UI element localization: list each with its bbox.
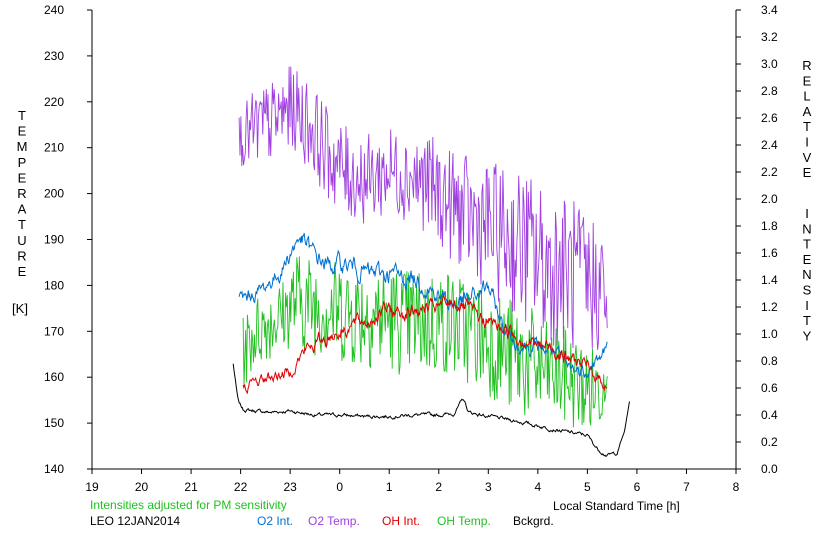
right-axis-letter: S [803, 283, 812, 298]
x-tick-label: 22 [234, 480, 248, 494]
legend-item: O2 Temp. [308, 514, 360, 528]
left-tick-label: 220 [44, 95, 64, 109]
right-tick-label: 2.0 [761, 192, 778, 206]
left-axis-letter: R [17, 248, 26, 263]
right-axis-letter: E [803, 73, 812, 88]
left-axis-unit: [K] [12, 301, 28, 316]
right-tick-label: 2.2 [761, 165, 778, 179]
x-axis-label: Local Standard Time [h] [553, 499, 680, 513]
left-tick-label: 200 [44, 187, 64, 201]
sensitivity-note: Intensities adjusted for PM sensitivity [90, 498, 287, 512]
right-axis-letter: R [802, 58, 811, 73]
right-axis-letter: T [803, 119, 811, 134]
right-axis-letter: V [803, 150, 812, 165]
right-tick-label: 3.0 [761, 57, 778, 71]
right-tick-label: 2.8 [761, 84, 778, 98]
left-axis-ticks: 140 150 160 170 180 190 200 210 220 230 240 [44, 3, 92, 476]
right-tick-label: 0.4 [761, 408, 778, 422]
left-axis-letter: T [18, 217, 26, 232]
series-bckgrd [232, 363, 630, 458]
right-tick-label: 2.6 [761, 111, 778, 125]
x-tick-label: 0 [336, 480, 343, 494]
right-tick-label: 1.0 [761, 327, 778, 341]
series-o2-temp [238, 66, 608, 350]
left-tick-label: 180 [44, 278, 64, 292]
right-tick-label: 0.2 [761, 435, 778, 449]
right-tick-label: 1.8 [761, 219, 778, 233]
x-tick-label: 3 [485, 480, 492, 494]
x-tick-label: 5 [584, 480, 591, 494]
x-tick-label: 6 [634, 480, 641, 494]
left-tick-label: 230 [44, 49, 64, 63]
right-axis-letter: A [803, 104, 812, 119]
left-tick-label: 140 [44, 462, 64, 476]
legend-item: O2 Int. [257, 514, 294, 528]
right-tick-label: 3.2 [761, 30, 778, 44]
x-tick-label: 4 [535, 480, 542, 494]
left-axis-letter: T [18, 108, 26, 123]
right-axis-letter: E [803, 165, 812, 180]
left-tick-label: 190 [44, 233, 64, 247]
x-tick-label: 1 [386, 480, 393, 494]
series-layer [232, 66, 630, 458]
right-axis-ticks: 0.0 0.2 0.4 0.6 0.8 1.0 1.2 1.4 1.6 1.8 2.0 2.2 2.4 2… [736, 3, 778, 476]
x-tick-label: 2 [435, 480, 442, 494]
x-tick-label: 8 [733, 480, 740, 494]
station-date-label: LEO 12JAN2014 [90, 514, 181, 528]
legend-item: Bckgrd. [513, 514, 554, 528]
left-tick-label: 170 [44, 324, 64, 338]
x-tick-label: 7 [683, 480, 690, 494]
legend-item: OH Int. [382, 514, 421, 528]
left-axis-letter: R [17, 186, 26, 201]
left-axis-letter: A [18, 202, 27, 217]
left-axis-letter: U [17, 233, 26, 248]
left-axis-letter: E [18, 264, 27, 279]
series-o2-int [238, 232, 608, 379]
right-tick-label: 2.4 [761, 138, 778, 152]
series-oh-temp [242, 256, 608, 428]
right-axis-letter: L [803, 89, 810, 104]
right-axis-letter: I [805, 206, 809, 221]
legend-item: OH Temp. [437, 514, 491, 528]
x-tick-label: 20 [135, 480, 149, 494]
left-tick-label: 160 [44, 370, 64, 384]
right-tick-label: 1.4 [761, 273, 778, 287]
right-axis-letter: I [805, 135, 809, 150]
right-axis-letter: T [803, 313, 811, 328]
left-tick-label: 150 [44, 416, 64, 430]
left-axis-letter: M [17, 139, 28, 154]
right-tick-label: 1.2 [761, 300, 778, 314]
left-tick-label: 210 [44, 141, 64, 155]
right-tick-label: 3.4 [761, 3, 778, 17]
left-axis-letter: E [18, 170, 27, 185]
right-axis-letter: I [805, 298, 809, 313]
series-oh-int [242, 295, 608, 394]
right-axis-letter: N [802, 267, 811, 282]
x-tick-label: 19 [85, 480, 99, 494]
right-axis-letter: E [803, 252, 812, 267]
right-tick-label: 0.8 [761, 354, 778, 368]
right-axis-letter: Y [803, 328, 812, 343]
x-tick-label: 23 [283, 480, 297, 494]
left-tick-label: 240 [44, 3, 64, 17]
right-axis-letter: N [802, 221, 811, 236]
left-axis-letter: E [18, 124, 27, 139]
left-axis-letter: P [18, 155, 27, 170]
x-axis-ticks: 19 20 21 22 23 0 1 2 3 4 5 6 7 8 [85, 469, 740, 494]
right-tick-label: 1.6 [761, 246, 778, 260]
right-axis-letter: T [803, 237, 811, 252]
right-tick-label: 0.6 [761, 381, 778, 395]
x-tick-label: 21 [184, 480, 198, 494]
right-tick-label: 0.0 [761, 462, 778, 476]
